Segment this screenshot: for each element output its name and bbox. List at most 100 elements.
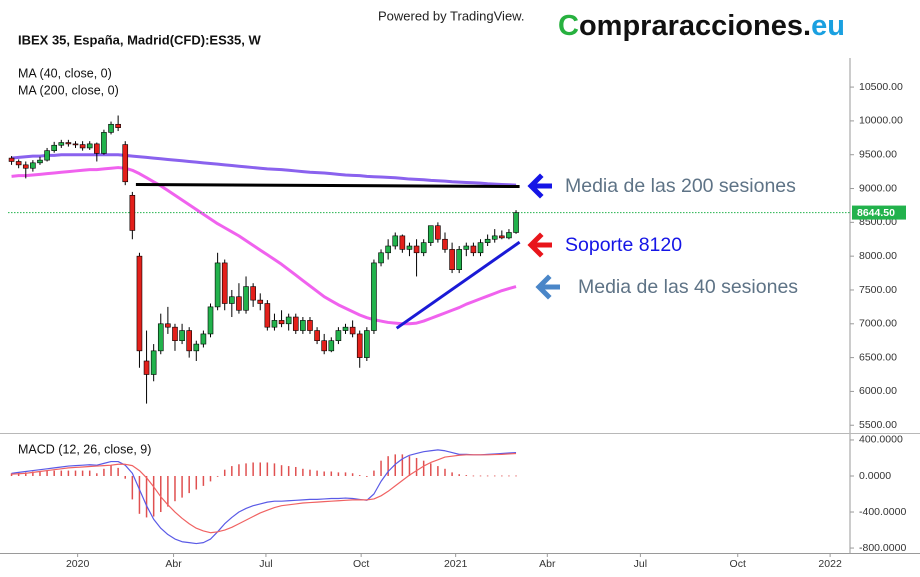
candle-body bbox=[221, 262, 228, 304]
histogram-bar bbox=[408, 456, 411, 476]
candle-body bbox=[499, 235, 505, 239]
y-tick-label: 10000.00 bbox=[859, 115, 903, 127]
candle-body bbox=[356, 333, 363, 358]
histogram-bar bbox=[39, 471, 41, 476]
powered-by: Powered by TradingView. bbox=[378, 8, 524, 23]
candle-body bbox=[349, 326, 356, 335]
histogram-bar bbox=[287, 466, 290, 476]
histogram-bar bbox=[387, 456, 389, 476]
x-tick-label: 2020 bbox=[66, 558, 90, 570]
y-tick-label: 6000.00 bbox=[859, 385, 897, 397]
candle-body bbox=[335, 330, 342, 341]
histogram-bar bbox=[131, 475, 134, 500]
candle-body bbox=[456, 249, 462, 270]
candle-body bbox=[477, 242, 484, 254]
logo: Compraracciones.eu bbox=[558, 10, 845, 42]
candle-body bbox=[420, 242, 427, 254]
candle-body bbox=[207, 306, 214, 335]
histogram-bar bbox=[401, 454, 404, 476]
candle-body bbox=[413, 245, 420, 254]
y-tick-label: 10500.00 bbox=[859, 81, 903, 93]
candle-body bbox=[314, 330, 320, 341]
candle-body bbox=[236, 296, 242, 311]
histogram-bar bbox=[110, 465, 112, 476]
candle-body bbox=[243, 286, 249, 311]
candle-body bbox=[150, 350, 157, 375]
candle-body bbox=[385, 245, 391, 254]
y-tick-label: 0.0000 bbox=[859, 470, 891, 482]
candle-body bbox=[165, 323, 171, 328]
histogram-bar bbox=[465, 475, 468, 476]
histogram-bar bbox=[479, 475, 482, 477]
candle-body bbox=[22, 164, 29, 169]
histogram-bar bbox=[344, 472, 347, 476]
histogram-bar bbox=[81, 470, 84, 476]
candle-body bbox=[392, 235, 399, 247]
legend-entry: MA (200, close, 0) bbox=[18, 83, 119, 97]
candle-body bbox=[328, 340, 335, 352]
x-tick-label: 2021 bbox=[444, 558, 468, 570]
logo-main: ompraracciones. bbox=[579, 10, 811, 42]
candle-body bbox=[285, 316, 292, 325]
histogram-bar bbox=[280, 465, 283, 476]
histogram-bar bbox=[451, 472, 453, 476]
histogram-bar bbox=[138, 475, 141, 514]
x-tick-label: Abr bbox=[539, 558, 556, 570]
candle-body bbox=[427, 225, 434, 243]
candle-body bbox=[94, 143, 100, 154]
histogram-bar bbox=[358, 475, 361, 476]
last-value-box bbox=[852, 205, 906, 220]
candle-body bbox=[378, 252, 384, 264]
histogram-bar bbox=[266, 462, 269, 476]
histogram-bar bbox=[67, 470, 70, 476]
y-tick-label: 8000.00 bbox=[859, 250, 897, 262]
histogram-bar bbox=[295, 466, 297, 476]
candle-body bbox=[51, 144, 57, 151]
histogram-bar bbox=[394, 454, 396, 476]
histogram-bar bbox=[493, 475, 496, 477]
histogram-bar bbox=[501, 475, 503, 477]
histogram-bar bbox=[60, 470, 63, 476]
histogram-bar bbox=[160, 475, 162, 513]
histogram-bar bbox=[195, 475, 198, 490]
drawn-line bbox=[395, 240, 521, 330]
drawn-line bbox=[135, 182, 520, 188]
annotation-text: Media de las 200 sesiones bbox=[565, 175, 796, 197]
x-tick-label: Jul bbox=[634, 558, 647, 570]
candle-body bbox=[115, 123, 121, 128]
candle-body bbox=[72, 143, 79, 146]
y-tick-label: 400.0000 bbox=[859, 434, 903, 446]
histogram-bar bbox=[188, 475, 190, 494]
histogram-bar bbox=[10, 473, 13, 476]
y-tick-label: 7500.00 bbox=[859, 284, 897, 296]
histogram-bar bbox=[444, 468, 446, 476]
histogram-bar bbox=[46, 470, 48, 476]
candle-body bbox=[157, 323, 164, 352]
candle-body bbox=[307, 320, 313, 331]
candle-body bbox=[179, 330, 185, 341]
histogram-bar bbox=[316, 470, 318, 476]
candle-body bbox=[79, 144, 86, 149]
histogram-bar bbox=[25, 472, 27, 476]
candle-body bbox=[15, 161, 22, 166]
histogram-bar bbox=[415, 457, 418, 476]
x-tick-label: 2022 bbox=[818, 558, 842, 570]
x-tick-label: Jul bbox=[259, 558, 272, 570]
moving-average-line bbox=[11, 153, 517, 187]
histogram-bar bbox=[231, 466, 233, 476]
candle-body bbox=[399, 235, 406, 250]
histogram-bar bbox=[373, 470, 375, 476]
histogram-bar bbox=[216, 475, 219, 477]
histogram-bar bbox=[366, 475, 368, 477]
histogram-bar bbox=[245, 463, 247, 476]
candle-body bbox=[122, 144, 129, 183]
candle-body bbox=[292, 316, 299, 331]
candle-body bbox=[65, 142, 72, 145]
candle-body bbox=[143, 360, 150, 375]
histogram-bar bbox=[181, 475, 183, 498]
histogram-bar bbox=[515, 475, 517, 477]
histogram-bar bbox=[167, 475, 169, 507]
candle-body bbox=[250, 286, 256, 301]
candle-body bbox=[129, 194, 136, 231]
